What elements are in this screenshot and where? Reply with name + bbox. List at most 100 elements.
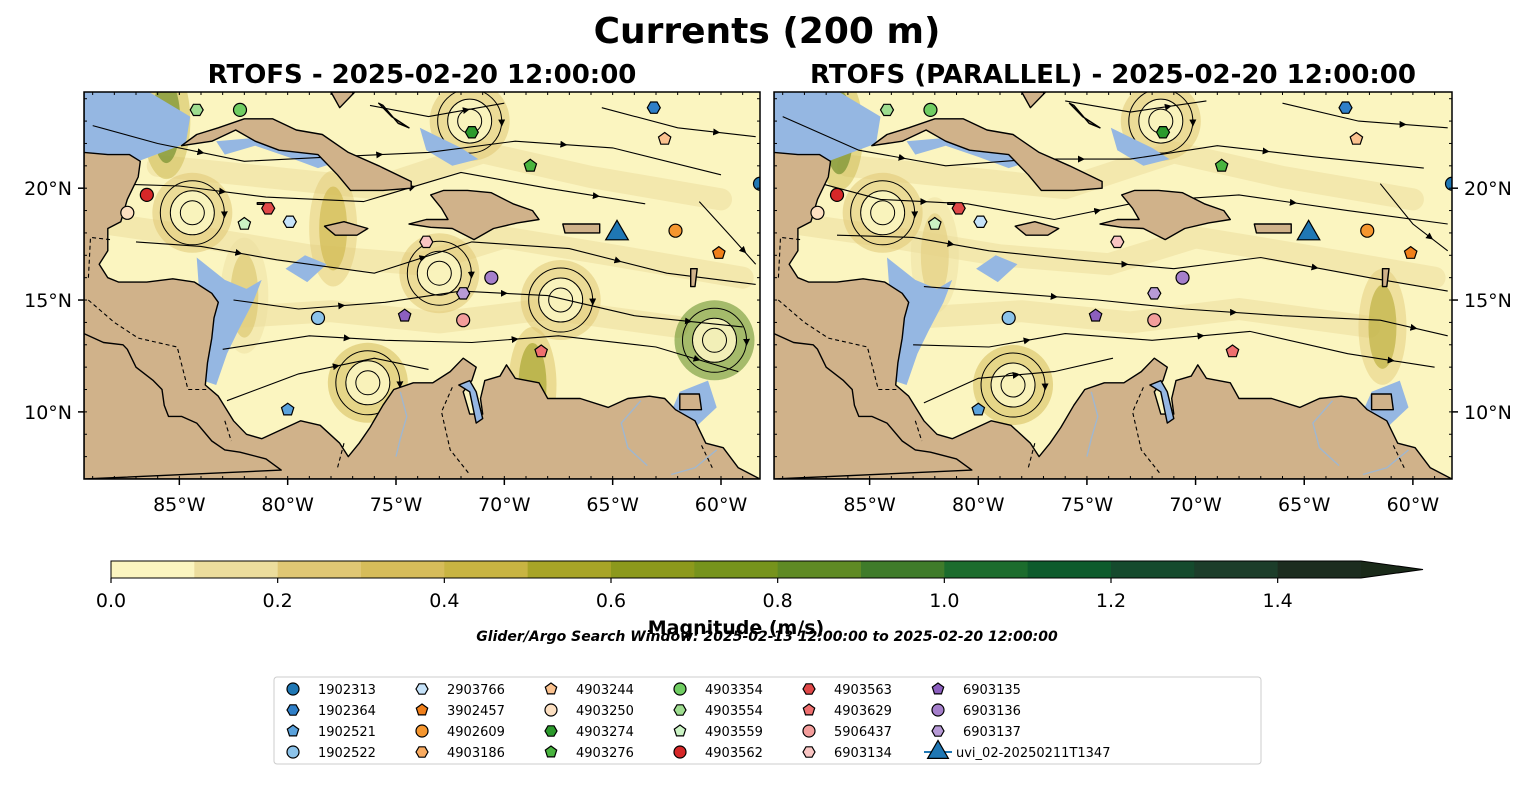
legend-item: 4903186: [415, 746, 505, 761]
y-tick-label: 15°N: [24, 290, 72, 312]
land-grandCayman: [947, 201, 956, 206]
shallow-water: [84, 92, 191, 162]
eddy-core: [860, 190, 905, 235]
eddy-streamline: [345, 360, 391, 406]
river: [1086, 391, 1099, 457]
country-border: [914, 420, 923, 442]
legend-label: 1902522: [318, 746, 376, 761]
colorbar-segment: [277, 561, 362, 578]
land-bahamas1: [1021, 92, 1047, 109]
land-cuba: [871, 118, 1103, 192]
legend-item: 4903554: [673, 704, 763, 719]
marker-4903629: [1225, 344, 1240, 358]
legend-item: 4903250: [544, 703, 634, 719]
legend-label: 4903559: [705, 725, 763, 740]
legend-marker-circle: [802, 724, 816, 738]
eddy-streamline: [426, 260, 452, 286]
speed-band: [146, 141, 732, 211]
legend-label: 5906437: [834, 725, 892, 740]
map-frame: [83, 91, 761, 480]
figure-title: Currents (200 m): [594, 11, 941, 52]
map-panel-rtofs: RTOFS - 2025-02-20 12:00:00 85°W 80°W 75°W 7…: [24, 60, 761, 516]
legend-marker-circle: [673, 745, 687, 759]
eddy-streamline: [1138, 98, 1184, 144]
marker-4902609: [1360, 223, 1375, 238]
legend-item: 2903766: [415, 683, 505, 698]
colorbar-segment: [1111, 561, 1195, 578]
marker-1902313: [1444, 176, 1452, 191]
land-puertoRico: [1253, 223, 1292, 234]
eddy-streamline: [860, 190, 906, 236]
marker-4903250: [810, 205, 825, 220]
legend-marker-pentagon: [673, 724, 687, 737]
y-tick-label: 10°N: [24, 402, 72, 424]
marker-6903137: [1147, 287, 1162, 300]
legend-item: 1902521: [286, 724, 376, 740]
colorbar-segment: [694, 561, 779, 578]
marker-4903563: [261, 202, 276, 215]
x-tick-label: 80°W: [952, 494, 1005, 516]
streamline-arrow: [1425, 232, 1434, 240]
eddy-streamline: [416, 250, 462, 296]
legend-label: 4903354: [705, 683, 763, 698]
legend-label: 4902609: [447, 725, 505, 740]
x-tick-label: 65°W: [586, 494, 639, 516]
float-markers: [810, 101, 1452, 416]
marker-6903135: [397, 308, 412, 322]
legend-marker-circle: [931, 703, 945, 717]
country-border: [777, 299, 898, 391]
legend-item: 4903244: [544, 682, 634, 698]
legend-marker-hexagon: [673, 704, 687, 716]
colorbar-segment: [527, 561, 612, 578]
legend-label: 4903186: [447, 746, 505, 761]
land-jamaica: [1014, 220, 1060, 236]
eddy-streamline: [702, 327, 727, 353]
map-panel-rtofs-parallel: RTOFS (PARALLEL) - 2025-02-20 12:00:00 85…: [773, 60, 1512, 516]
land-pacificCorner: [774, 332, 973, 479]
colorbar-tick-label: 1.2: [1096, 590, 1126, 612]
streamline: [923, 286, 1448, 337]
streamline: [1282, 102, 1448, 129]
colorbar-tick-label: 0.6: [596, 590, 626, 612]
marker-4903554: [189, 103, 204, 117]
colorbar-tick-label: 0.4: [429, 590, 459, 612]
colorbar-outline: [110, 560, 1424, 579]
marker-2903766: [973, 215, 988, 228]
legend-label: 4903554: [705, 704, 763, 719]
colorbar-segment: [1027, 561, 1112, 578]
legend-label: 4903244: [576, 683, 634, 698]
eddy-streamline: [447, 98, 493, 144]
legend-label: 1902521: [318, 725, 376, 740]
legend-marker-pentagon: [544, 682, 558, 695]
marker-6903137: [456, 287, 471, 300]
x-tick-label: 70°W: [478, 494, 531, 516]
current-jet-halo: [1358, 268, 1407, 385]
eddy-streamline: [990, 362, 1036, 408]
marker-6903135: [1088, 308, 1103, 322]
marker-1902522: [310, 310, 326, 326]
legend-marker-hexagon: [802, 746, 816, 758]
marker-1902522: [1001, 310, 1016, 326]
legend-label: 1902364: [318, 704, 376, 719]
y-tick-label: 20°N: [24, 178, 72, 200]
marker-1902521: [280, 402, 295, 416]
legend-label: 6903135: [963, 683, 1021, 698]
legend-marker-pentagon: [544, 745, 558, 758]
colorbar-segment: [861, 561, 945, 578]
marker-6903134: [419, 235, 434, 249]
legend-marker-hexagon: [415, 746, 429, 758]
legend-item: 6903135: [931, 682, 1021, 698]
marker-4903354: [232, 102, 248, 117]
legend-label: 2903766: [447, 683, 505, 698]
land-trinidad: [679, 393, 703, 411]
colorbar-segment: [444, 561, 529, 578]
legend-label: 4903276: [576, 746, 634, 761]
colorbar-extend-arrow: [1361, 561, 1423, 578]
legend-label: 4903563: [834, 683, 892, 698]
speed-band: [836, 141, 1424, 211]
marker-5906437: [1147, 313, 1162, 328]
legend-marker-circle: [286, 745, 300, 759]
marker-2903766: [282, 215, 297, 228]
legend-label: 1902313: [318, 683, 376, 698]
eddy-core: [417, 251, 462, 296]
